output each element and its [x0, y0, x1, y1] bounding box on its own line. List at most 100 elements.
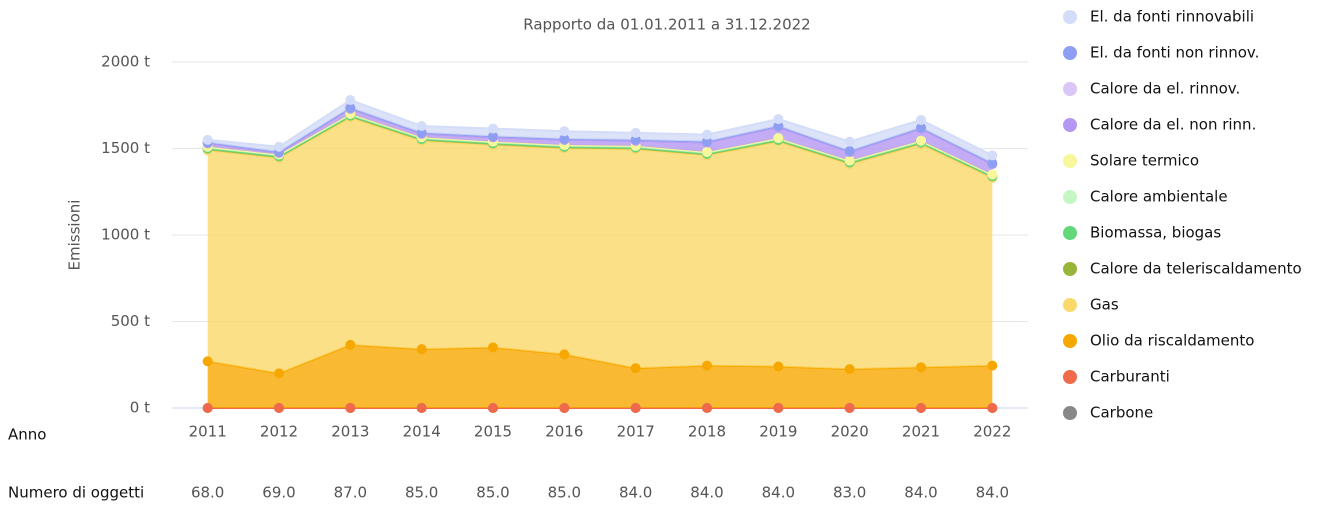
object-count: 87.0 — [334, 484, 367, 502]
legend-marker — [1063, 82, 1077, 96]
point — [773, 114, 784, 125]
point — [559, 126, 570, 137]
point — [202, 403, 213, 413]
x-tick-label: 2016 — [545, 423, 583, 441]
object-count: 85.0 — [476, 484, 509, 502]
point — [916, 135, 926, 146]
point — [488, 123, 498, 134]
area — [207, 117, 993, 374]
point — [488, 342, 498, 353]
x-tick-label: 2011 — [189, 423, 227, 441]
row-label: Numero di oggetti — [8, 484, 144, 502]
point — [844, 146, 855, 157]
point — [345, 102, 356, 113]
point — [702, 146, 712, 157]
point — [559, 403, 570, 413]
point — [202, 134, 213, 145]
y-tick-label: 2000 t — [101, 53, 150, 71]
point — [987, 158, 998, 169]
point — [844, 364, 855, 375]
y-tick-label: 0 t — [130, 399, 150, 417]
legend-marker — [1063, 190, 1077, 204]
point — [987, 403, 998, 413]
point — [773, 121, 784, 132]
legend-marker — [1063, 370, 1077, 384]
legend-marker — [1063, 334, 1077, 348]
legend-label: Carburanti — [1090, 368, 1170, 386]
legend-label: Gas — [1090, 296, 1119, 314]
point — [274, 368, 284, 379]
point — [274, 403, 284, 413]
x-tick-label: 2022 — [973, 423, 1011, 441]
x-tick-label: 2018 — [688, 423, 726, 441]
point — [987, 150, 998, 161]
point — [702, 403, 712, 413]
legend-marker — [1063, 226, 1077, 240]
point — [416, 121, 427, 132]
object-count: 69.0 — [262, 484, 295, 502]
object-count: 84.0 — [904, 484, 937, 502]
legend-marker — [1063, 262, 1077, 276]
legend-label: El. da fonti non rinnov. — [1090, 44, 1259, 62]
point — [844, 136, 855, 147]
y-tick-label: 1000 t — [101, 226, 150, 244]
point — [345, 95, 356, 106]
legend-label: Calore da el. non rinn. — [1090, 116, 1256, 134]
point — [916, 114, 926, 125]
point — [916, 122, 926, 133]
point — [416, 403, 427, 413]
legend-marker — [1063, 10, 1077, 24]
object-count: 68.0 — [191, 484, 224, 502]
point — [773, 133, 784, 144]
point — [488, 131, 498, 142]
point — [987, 169, 998, 180]
legend-label: Olio da riscaldamento — [1090, 332, 1254, 350]
chart-title: Rapporto da 01.01.2011 a 31.12.2022 — [523, 16, 810, 34]
point — [630, 403, 641, 413]
legend-marker — [1063, 406, 1077, 420]
y-tick-label: 500 t — [111, 312, 150, 330]
point — [416, 344, 427, 355]
x-tick-label: 2015 — [474, 423, 512, 441]
y-axis-label: Emissioni — [66, 200, 84, 271]
point — [345, 339, 356, 350]
point — [987, 360, 998, 371]
x-tick-label: 2014 — [403, 423, 441, 441]
point — [844, 403, 855, 413]
legend-label: Solare termico — [1090, 152, 1199, 170]
point — [202, 356, 213, 367]
point — [773, 403, 784, 413]
point — [345, 403, 356, 413]
x-tick-label: 2017 — [617, 423, 655, 441]
row-label: Anno — [8, 426, 46, 444]
x-tick-label: 2020 — [831, 423, 869, 441]
legend-marker — [1063, 46, 1077, 60]
object-count: 85.0 — [548, 484, 581, 502]
point — [773, 361, 784, 372]
legend-label: Carbone — [1090, 404, 1153, 422]
object-count: 85.0 — [405, 484, 438, 502]
object-count: 84.0 — [619, 484, 652, 502]
legend-marker — [1063, 118, 1077, 132]
object-count: 84.0 — [976, 484, 1009, 502]
legend-label: El. da fonti rinnovabili — [1090, 8, 1254, 26]
object-count: 84.0 — [690, 484, 723, 502]
point — [630, 363, 641, 374]
point — [559, 133, 570, 144]
x-tick-label: 2019 — [759, 423, 797, 441]
legend-marker — [1063, 154, 1077, 168]
point — [488, 403, 498, 413]
legend-label: Calore da teleriscaldamento — [1090, 260, 1302, 278]
point — [702, 136, 712, 147]
point — [702, 129, 712, 140]
area — [207, 344, 993, 408]
legend-label: Calore da el. rinnov. — [1090, 80, 1240, 98]
x-tick-label: 2013 — [331, 423, 369, 441]
object-count: 83.0 — [833, 484, 866, 502]
point — [916, 362, 926, 373]
point — [630, 134, 641, 145]
x-tick-label: 2021 — [902, 423, 940, 441]
point — [916, 403, 926, 413]
point — [630, 127, 641, 138]
